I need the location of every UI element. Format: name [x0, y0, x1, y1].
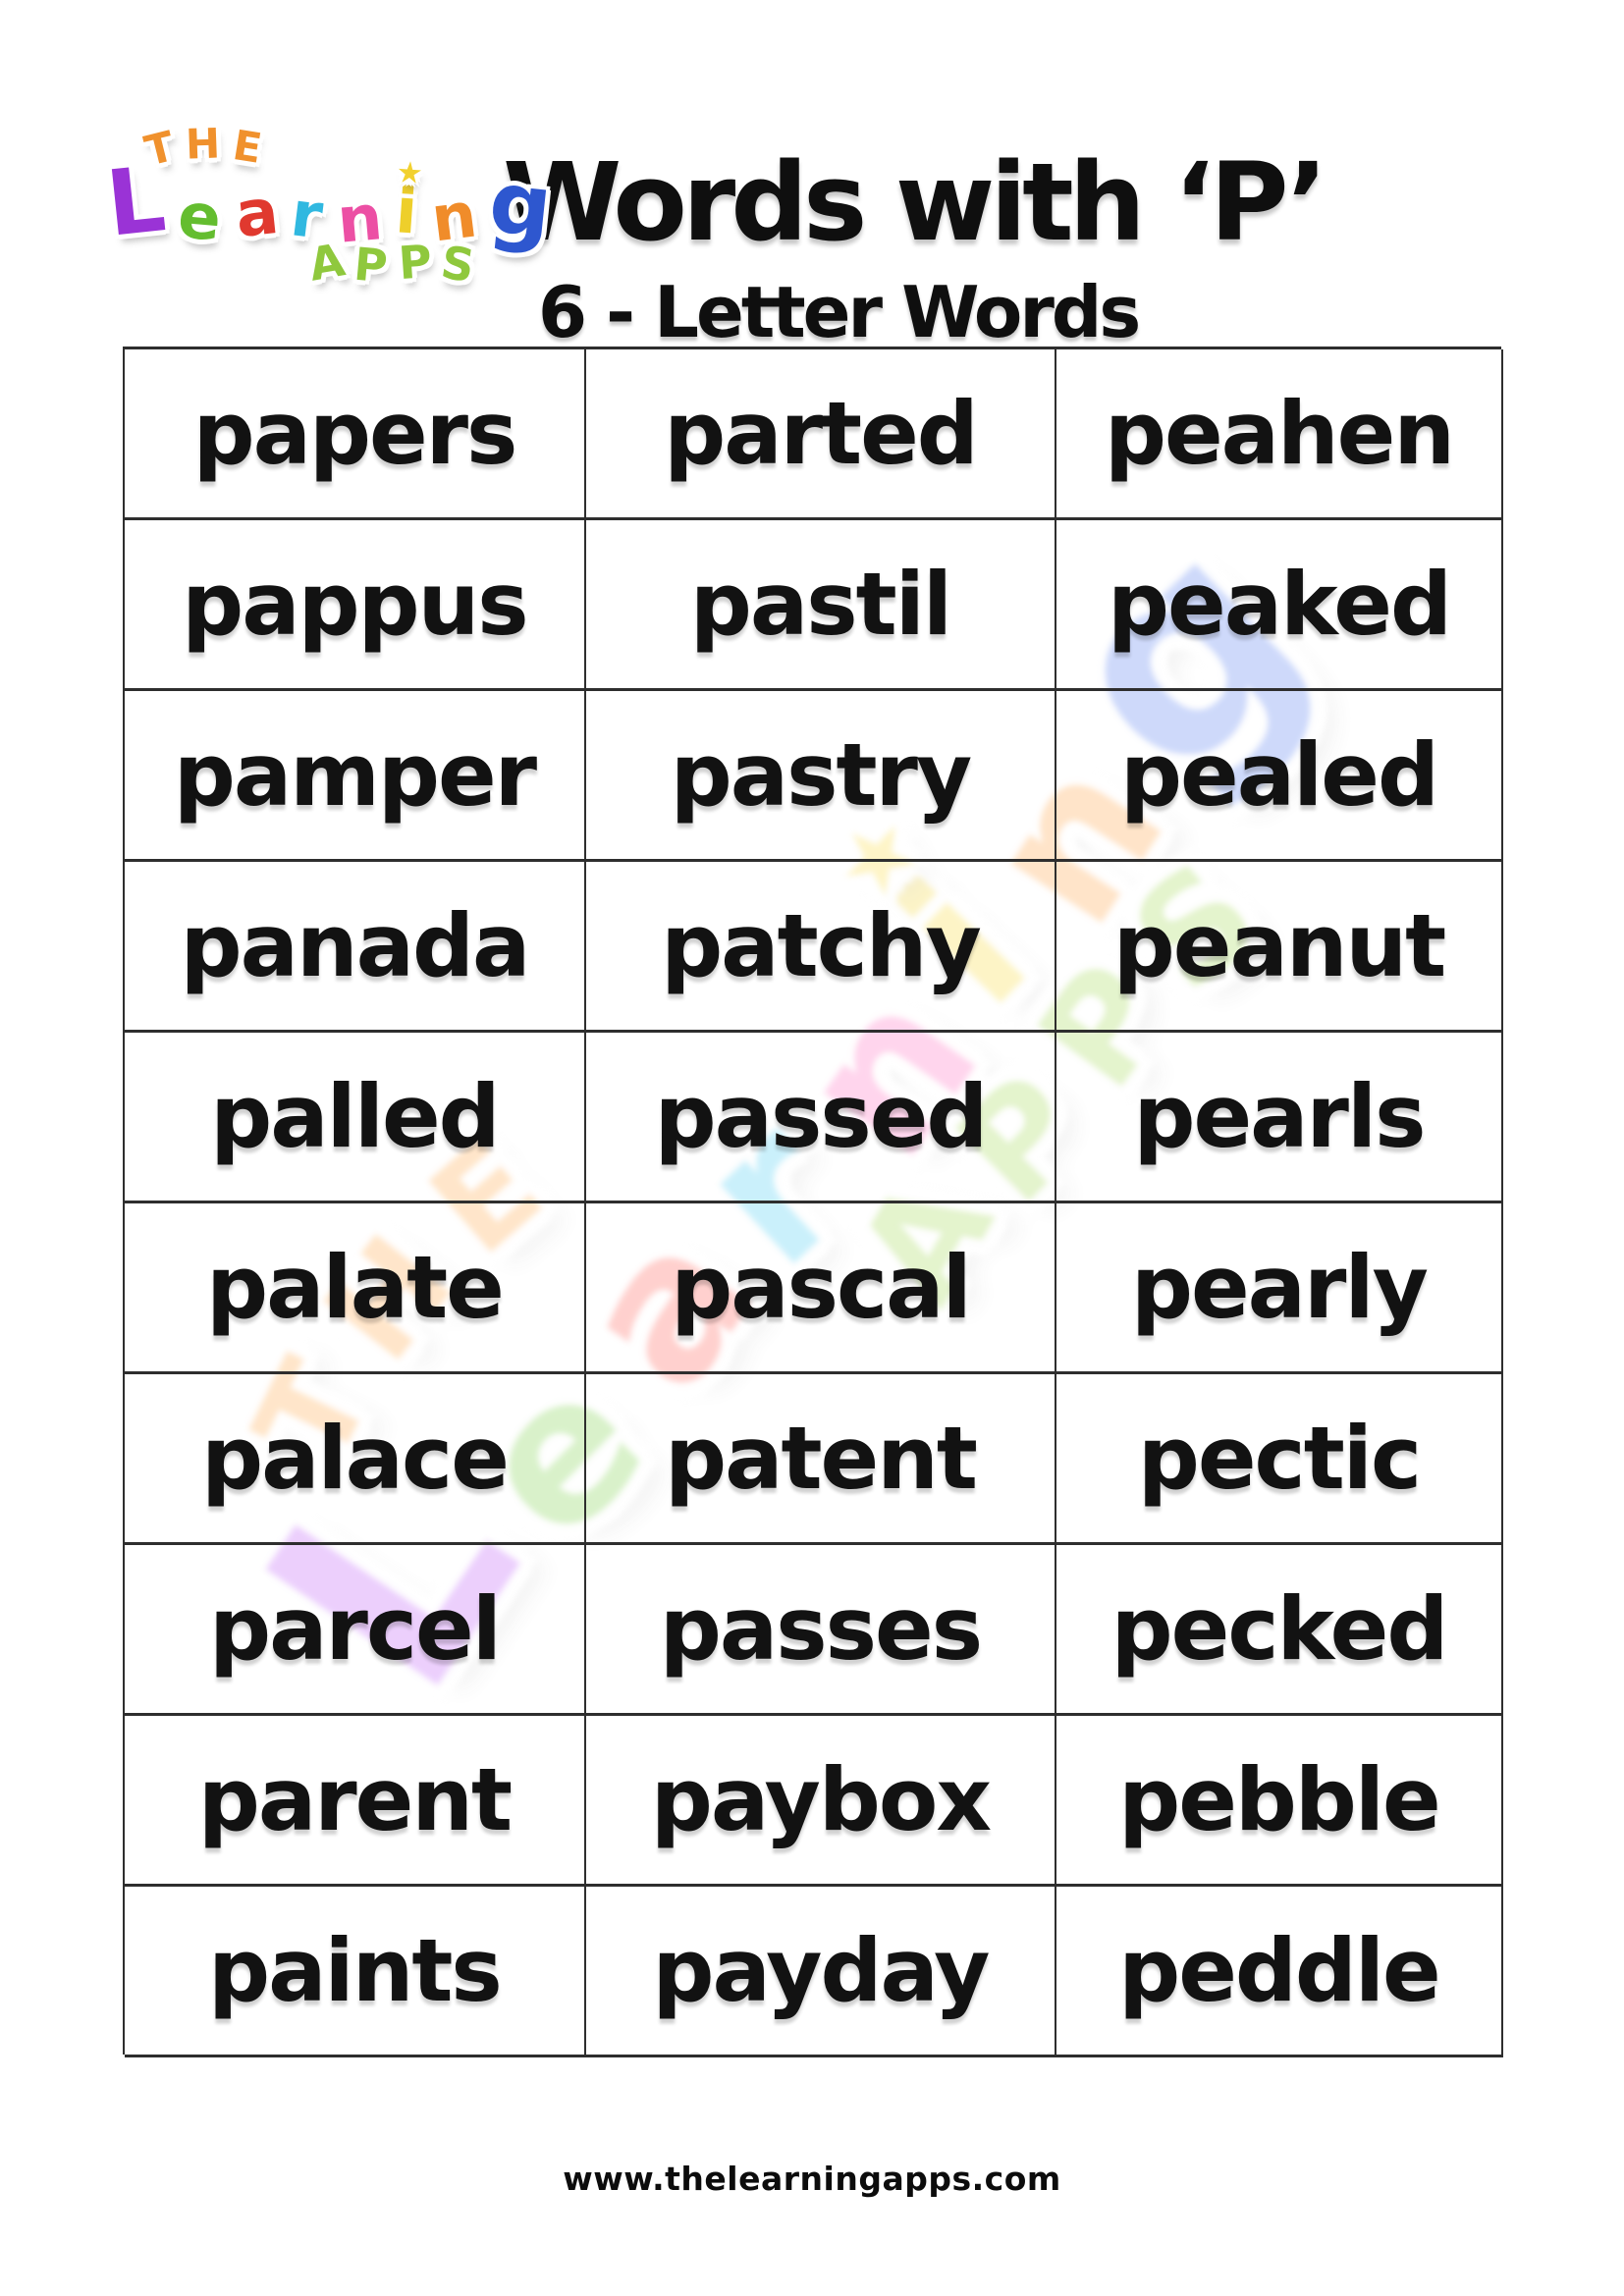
logo-letter: e [175, 180, 224, 256]
word-cell: palace [125, 1374, 586, 1545]
word-cell: passes [586, 1545, 1056, 1716]
word-cell: payday [586, 1887, 1056, 2057]
page-title: Words with ‘P’ [503, 139, 1328, 265]
word-cell: pastry [586, 691, 1056, 862]
word-cell: papers [125, 349, 586, 520]
word-cell: panada [125, 862, 586, 1033]
word-cell: paybox [586, 1716, 1056, 1887]
word-cell: patchy [586, 862, 1056, 1033]
page-subtitle: 6 - Letter Words [538, 271, 1141, 353]
logo-letter: P [352, 237, 390, 294]
logo-letter: L [101, 146, 171, 257]
logo-apps-text: A P P S [305, 233, 478, 293]
word-cell: parted [586, 349, 1056, 520]
star-icon: ★ [395, 155, 424, 192]
word-cell: pecked [1056, 1545, 1503, 1716]
word-cell: parent [125, 1716, 586, 1887]
logo-letter: A [304, 233, 350, 292]
word-cell: palled [125, 1033, 586, 1203]
word-cell: peddle [1056, 1887, 1503, 2057]
word-cell: pascal [586, 1203, 1056, 1374]
word-cell: pearls [1056, 1033, 1503, 1203]
word-cell: pappus [125, 520, 586, 691]
word-cell: pealed [1056, 691, 1503, 862]
word-cell: pebble [1056, 1716, 1503, 1887]
word-cell: pamper [125, 691, 586, 862]
words-table: papers parted peahen pappus pastil peake… [123, 347, 1503, 2057]
word-cell: patent [586, 1374, 1056, 1545]
logo-letter: S [437, 235, 478, 294]
logo-letter: a [232, 175, 282, 253]
word-cell: passed [586, 1033, 1056, 1203]
learning-apps-logo-art: T H E L e a r n ★ i n g A P P S [101, 116, 558, 322]
word-cell: peahen [1056, 349, 1503, 520]
logo-letter: P [396, 234, 434, 291]
word-cell: pearly [1056, 1203, 1503, 1374]
word-cell: palate [125, 1203, 586, 1374]
logo-letter: g [484, 150, 558, 258]
word-cell: peaked [1056, 520, 1503, 691]
word-cell: paints [125, 1887, 586, 2057]
word-cell: pastil [586, 520, 1056, 691]
word-cell: pectic [1056, 1374, 1503, 1545]
learning-apps-logo: T H E L e a r n ★ i n g A P P S [101, 116, 558, 322]
word-cell: peanut [1056, 862, 1503, 1033]
word-cell: parcel [125, 1545, 586, 1716]
footer-url: www.thelearningapps.com [563, 2160, 1061, 2198]
